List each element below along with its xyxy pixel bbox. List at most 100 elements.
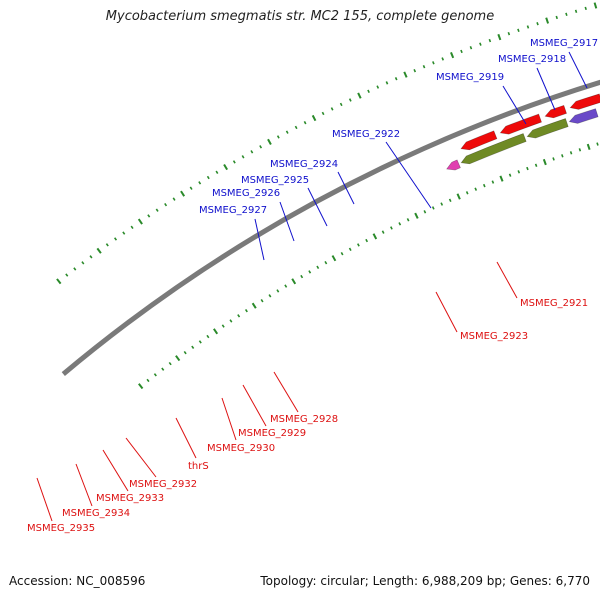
inner-tick-mark [206,334,210,339]
gene-label: MSMEG_2933 [96,493,164,504]
outer-tick-mark [311,114,317,122]
outer-tick-mark [172,197,176,201]
outer-tick-mark [497,33,502,41]
inner-tick-mark [365,238,369,243]
inner-tick-mark [499,175,504,182]
outer-tick-mark [441,57,445,61]
outer-tick-mark [488,38,492,43]
outer-tick-mark [267,138,272,145]
outer-tick-mark [367,89,370,94]
outer-tick-mark [56,278,62,285]
inner-tick-mark [534,163,538,167]
gene-label: MSMEG_2925 [241,175,309,186]
outer-tick-mark [241,155,245,159]
inner-tick-mark [526,166,529,171]
outer-tick-mark [507,31,511,36]
gene-label-leader [242,384,267,427]
inner-tick-mark [237,314,241,318]
gene-label: MSMEG_2929 [238,428,306,439]
inner-tick-mark [291,278,297,285]
outer-tick-mark [232,160,236,164]
outer-tick-mark [73,267,77,271]
inner-tick-mark [569,151,573,155]
inner-tick-mark [331,255,337,262]
inner-tick-mark [578,148,582,152]
outer-tick-mark [413,68,417,73]
inner-tick-mark [414,212,419,219]
outer-tick-mark [574,9,578,14]
gene-label: MSMEG_2926 [212,188,280,199]
inner-tick-mark [596,142,599,146]
gene-label: MSMEG_2927 [199,205,267,216]
inner-tick-mark [191,345,195,349]
outer-tick-mark [403,71,408,78]
outer-tick-mark [215,170,219,174]
gene-label-leader [125,437,157,478]
inner-tick-mark [284,284,288,288]
outer-tick-mark [432,61,435,65]
gene-label: MSMEG_2924 [270,159,338,170]
outer-tick-mark [460,49,463,54]
gene-label-leader [36,477,53,522]
outer-tick-mark [584,6,587,11]
reverse-cds-feature [499,113,542,135]
gene-label: MSMEG_2923 [460,331,528,342]
inner-tick-mark [482,183,486,188]
outer-tick-mark [348,98,352,102]
outer-tick-mark [206,175,210,180]
outer-tick-mark [122,231,126,235]
outer-tick-mark [303,120,307,125]
outer-tick-mark [276,135,280,139]
inner-tick-mark [168,361,172,366]
gene-label-leader [307,187,328,227]
outer-tick-mark [189,186,193,190]
inner-tick-mark [260,299,264,303]
gene-label: MSMEG_2930 [207,443,275,454]
inner-tick-mark [474,187,478,191]
inner-tick-mark [456,193,461,200]
inner-tick-mark [440,202,444,206]
outer-tick-mark [259,145,263,149]
inner-tick-mark [381,230,385,234]
outer-tick-mark [536,22,539,26]
inner-tick-mark [423,210,427,214]
inner-tick-mark [508,173,512,177]
inner-tick-mark [308,270,312,274]
inner-tick-mark [276,289,280,293]
outer-tick-mark [593,2,598,9]
outer-tick-mark [65,273,69,277]
gene-label-leader [102,449,129,492]
inner-tick-mark [316,265,320,269]
gene-label: MSMEG_2934 [62,508,130,519]
outer-tick-mark [114,237,118,241]
inner-tick-mark [183,350,187,355]
gene-label-leader [175,417,197,459]
inner-tick-mark [431,206,435,210]
inner-tick-mark [221,324,225,328]
inner-tick-mark [138,383,144,390]
gene-label-leader [536,67,556,111]
inner-tick-mark [348,247,352,251]
gene-label-leader [502,85,527,125]
gene-label-leader [568,51,588,89]
outer-tick-mark [130,225,134,229]
reverse-cds-feature [460,130,498,151]
inner-tick-mark [213,328,219,335]
outer-tick-mark [285,130,289,134]
inner-tick-mark [561,154,564,158]
outer-tick-mark [180,190,186,197]
outer-tick-mark [198,181,202,185]
outer-tick-mark [96,247,102,254]
outer-tick-mark [89,255,93,259]
gene-label: MSMEG_2921 [520,298,588,309]
inner-tick-mark [491,180,495,184]
outer-tick-mark [385,81,389,85]
inner-tick-mark [324,261,328,265]
gene-label-leader [273,371,299,413]
gene-label-leader [254,218,265,261]
outer-tick-mark [147,214,151,218]
gene-label: MSMEG_2935 [27,523,95,534]
outer-tick-mark [137,218,143,225]
outer-tick-mark [555,15,558,20]
